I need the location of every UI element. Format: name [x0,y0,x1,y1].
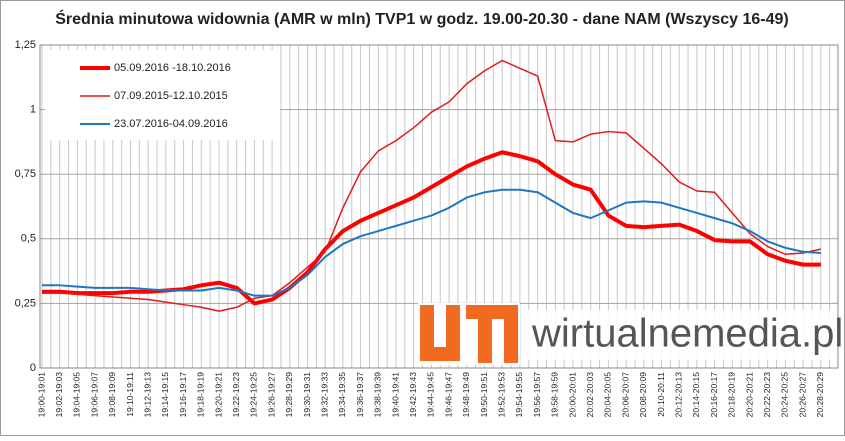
x-tick-label: 19:14-19:15 [160,372,170,418]
x-tick-label: 19:56-19:57 [532,372,542,418]
x-tick-label: 20:14-20:15 [691,372,701,418]
x-tick-label: 19:10-19:11 [125,372,135,417]
x-tick-label: 19:28-19:29 [284,372,294,418]
plot-border [39,44,839,369]
legend-label: 07.09.2015-12.10.2015 [114,90,228,102]
x-tick-label: 20:24-20:25 [780,372,790,418]
x-tick-label: 19:12-19:13 [142,372,152,418]
x-tick-label: 19:40-19:41 [390,372,400,418]
y-tick-label: 0,5 [21,233,36,245]
legend-label: 23.07.2016-04.09.2016 [114,118,228,130]
x-tick-label: 20:26-20:27 [797,372,807,418]
x-tick-label: 20:08-20:09 [638,372,648,418]
x-tick-label: 20:06-20:07 [620,372,630,418]
y-tick-label: 0,75 [15,168,36,180]
x-tick-label: 19:44-19:45 [426,372,436,418]
logo [420,305,518,363]
x-tick-label: 19:06-19:07 [89,372,99,418]
x-tick-label: 19:54-19:55 [514,372,524,418]
x-tick-label: 20:10-20:11 [656,372,666,417]
x-tick-label: 19:16-19:17 [178,372,188,418]
legend-label: 05.09.2016 -18.10.2016 [114,62,231,74]
y-tick-label: 0 [30,362,36,374]
watermark: wirtualnemedia.pl [418,303,843,365]
x-tick-label: 19:18-19:19 [196,372,206,418]
legend: 05.09.2016 -18.10.2016 07.09.2015-12.10.2… [45,50,280,140]
x-tick-label: 20:00-20:01 [567,372,577,418]
chart-title: Średnia minutowa widownia (AMR w mln) TV… [55,9,788,28]
x-tick-label: 19:04-19:05 [72,372,82,418]
x-tick-label: 19:20-19:21 [213,372,223,418]
x-tick-label: 19:46-19:47 [443,372,453,418]
watermark-bg [528,310,833,360]
x-tick-label: 20:18-20:19 [727,372,737,418]
x-tick-label: 19:22-19:23 [231,372,241,418]
lines [42,59,821,312]
watermark-text: wirtualnemedia.pl [531,312,843,356]
x-tick-label: 19:26-19:27 [266,372,276,418]
y-tick-label: 1,25 [15,39,36,51]
x-tick-label: 20:20-20:21 [744,372,754,418]
series-line [42,59,821,312]
x-tick-label: 19:02-19:03 [54,372,64,418]
x-tick-label: 19:48-19:49 [461,372,471,418]
x-tick-label: 19:52-19:53 [496,372,506,418]
x-tick-label: 20:16-20:17 [709,372,719,418]
series-line [42,188,821,297]
x-tick-label: 20:12-20:13 [673,372,683,418]
x-tick-label: 19:24-19:25 [249,372,259,418]
y-tick-label: 0,25 [15,297,36,309]
x-tick-label: 19:08-19:09 [107,372,117,418]
x-tick-label: 19:58-19:59 [550,372,560,418]
x-tick-label: 19:36-19:37 [355,372,365,418]
x-tick-label: 20:28-20:29 [815,372,825,418]
x-tick-label: 20:02-20:03 [585,372,595,418]
x-tick-label: 19:50-19:51 [479,372,489,418]
x-tick-label: 19:00-19:01 [36,372,46,418]
x-tick-label: 19:34-19:35 [337,372,347,418]
x-tick-label: 19:38-19:39 [373,372,383,418]
x-tick-label: 20:04-20:05 [603,372,613,418]
x-tick-label: 19:42-19:43 [408,372,418,418]
x-tick-label: 19:30-19:31 [302,372,312,418]
x-tick-label: 19:32-19:33 [319,372,329,418]
y-tick-label: 1 [30,104,36,116]
x-tick-label: 20:22-20:23 [762,372,772,418]
